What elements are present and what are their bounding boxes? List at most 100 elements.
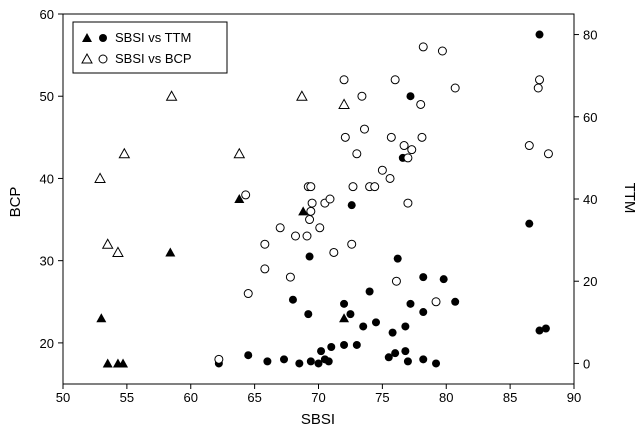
- ttm-point: [263, 357, 272, 366]
- ttm-point: [244, 351, 253, 360]
- bcp-point: [306, 182, 316, 192]
- ttm-point: [391, 349, 400, 358]
- bcp-point: [291, 231, 301, 241]
- x-tick-label: 60: [184, 390, 198, 405]
- ttm-point: [359, 322, 368, 331]
- ttm-point: [288, 295, 297, 304]
- ttm-point: [340, 299, 349, 308]
- x-axis-title: SBSI: [301, 411, 335, 428]
- bcp-point: [407, 145, 417, 155]
- ttm-triangle-point: [118, 358, 129, 368]
- bcp-point: [340, 132, 350, 142]
- y-right-tick-label: 20: [583, 274, 597, 289]
- ttm-point: [401, 347, 410, 356]
- legend-triangle-open-icon: [81, 52, 93, 64]
- ttm-point: [419, 308, 428, 317]
- bcp-point: [348, 182, 358, 192]
- ttm-point: [535, 326, 544, 335]
- ttm-point: [419, 273, 428, 282]
- bcp-point: [359, 124, 369, 134]
- bcp-point: [325, 194, 335, 204]
- ttm-point: [541, 324, 550, 333]
- ttm-point: [324, 357, 333, 366]
- y-axis-right-title: TTM: [621, 183, 638, 214]
- ttm-point: [314, 359, 323, 368]
- bcp-point: [243, 289, 253, 299]
- bcp-point: [431, 297, 441, 307]
- ttm-point: [347, 201, 356, 210]
- ttm-point: [295, 359, 304, 368]
- ttm-triangle-point: [339, 313, 350, 323]
- bcp-point: [302, 231, 312, 241]
- bcp-point: [416, 99, 426, 109]
- bcp-triangle-point: [165, 90, 178, 101]
- legend-triangle-filled-icon: [82, 33, 92, 42]
- legend-label-bcp: SBSI vs BCP: [115, 51, 192, 66]
- bcp-point: [357, 91, 367, 101]
- ttm-point: [371, 318, 380, 327]
- x-tick-label: 65: [247, 390, 261, 405]
- bcp-point: [403, 153, 413, 163]
- ttm-point: [346, 310, 355, 319]
- bcp-point: [307, 198, 317, 208]
- bcp-point: [543, 149, 553, 159]
- bcp-triangle-point: [112, 246, 124, 257]
- x-tick-label: 75: [375, 390, 389, 405]
- ttm-point: [340, 340, 349, 349]
- ttm-point: [327, 343, 336, 351]
- x-tick-label: 90: [567, 390, 581, 405]
- bcp-point: [533, 83, 543, 93]
- y-right-tick-label: 80: [583, 28, 597, 43]
- ttm-point: [304, 310, 313, 319]
- y-left-tick-label: 20: [40, 336, 54, 351]
- ttm-triangle-point: [96, 313, 107, 323]
- ttm-point: [352, 340, 361, 349]
- x-tick-label: 85: [503, 390, 517, 405]
- x-tick-label: 70: [311, 390, 325, 405]
- bcp-point: [275, 223, 285, 233]
- bcp-point: [390, 75, 400, 85]
- bcp-point: [315, 223, 325, 233]
- bcp-point: [403, 198, 413, 208]
- bcp-point: [437, 46, 447, 56]
- bcp-triangle-point: [118, 147, 131, 159]
- x-tick-label: 80: [439, 390, 453, 405]
- bcp-point: [260, 264, 270, 274]
- bcp-point: [214, 354, 224, 364]
- bcp-point: [305, 215, 315, 225]
- ttm-point: [451, 297, 460, 306]
- bcp-point: [347, 239, 357, 249]
- ttm-point: [432, 359, 441, 368]
- y-right-tick-label: 0: [583, 356, 590, 371]
- bcp-point: [352, 149, 362, 159]
- bcp-point: [306, 206, 316, 216]
- ttm-triangle-point: [102, 358, 113, 368]
- bcp-point: [524, 141, 534, 151]
- ticks-layer: 50 55 60 65 70 75 80 85 90 20 30 40 50 60 0 20 40 60 80: [40, 7, 598, 405]
- bcp-point: [385, 173, 395, 183]
- ttm-point: [306, 357, 315, 366]
- y-right-tick-label: 60: [583, 110, 597, 125]
- ttm-triangle-point: [234, 194, 245, 203]
- x-tick-label: 50: [56, 390, 70, 405]
- ttm-point: [403, 357, 412, 366]
- legend-box: [72, 21, 228, 74]
- bcp-point: [329, 247, 339, 257]
- bcp-triangle-point: [296, 90, 308, 101]
- bcp-point: [370, 182, 380, 192]
- bcp-triangle-point: [94, 172, 106, 183]
- bcp-point: [450, 83, 460, 93]
- y-left-tick-label: 30: [40, 254, 54, 269]
- ttm-point: [305, 252, 314, 261]
- ttm-triangle-point: [165, 247, 176, 257]
- ttm-point: [384, 353, 393, 362]
- y-left-tick-label: 40: [40, 171, 54, 186]
- ttm-point: [439, 275, 448, 284]
- legend-circle-filled-icon: [99, 34, 107, 42]
- bcp-point: [391, 276, 401, 286]
- ttm-point: [365, 287, 374, 296]
- ttm-point: [393, 254, 402, 263]
- bcp-point: [418, 42, 428, 52]
- ttm-point: [388, 328, 397, 337]
